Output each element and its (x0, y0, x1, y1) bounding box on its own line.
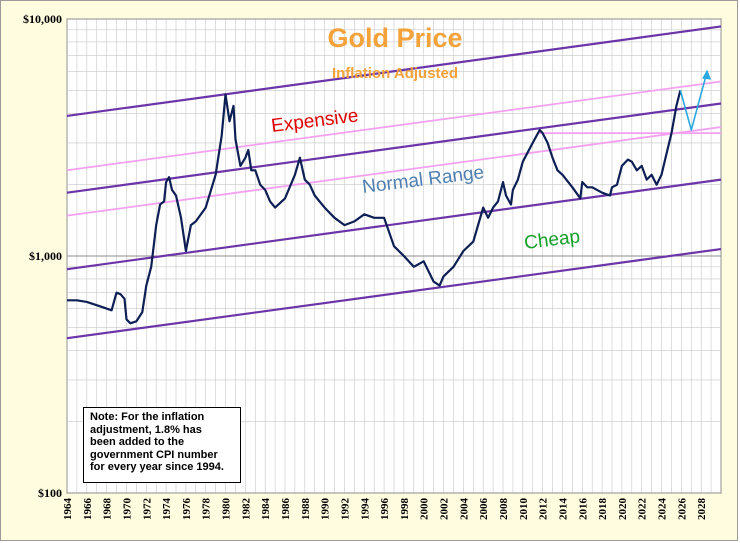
x-tick-label: 2024 (657, 498, 669, 521)
x-tick-label: 1984 (260, 498, 272, 521)
y-tick-label: $100 (38, 486, 62, 500)
x-tick-label: 2004 (458, 498, 470, 521)
chart-subtitle: Inflation Adjusted (332, 65, 458, 82)
x-tick-label: 2028 (696, 498, 708, 521)
x-tick-label: 1986 (280, 498, 292, 521)
x-tick-label: 1982 (240, 498, 252, 521)
x-tick-label: 2012 (538, 498, 550, 521)
channel-line-bottom (66, 247, 722, 340)
x-tick-label: 2002 (439, 498, 451, 521)
x-tick-label: 2010 (518, 498, 530, 521)
x-tick-label: 1968 (102, 498, 114, 521)
y-tick-label: $1,000 (29, 249, 62, 263)
chart-title: Gold Price (327, 23, 462, 53)
x-tick-label: 1976 (181, 498, 193, 521)
x-tick-label: 1970 (122, 498, 134, 521)
x-tick-label: 1996 (379, 498, 391, 521)
inflation-note: Note: For the inflation adjustment, 1.8%… (83, 407, 241, 483)
channel-line-expensive-lower (66, 102, 722, 194)
x-tick-label: 2020 (617, 498, 629, 521)
x-tick-label: 2022 (637, 498, 649, 521)
gold-price-line (67, 90, 682, 325)
x-tick-label: 2008 (498, 498, 510, 521)
x-tick-label: 1992 (340, 498, 352, 521)
x-tick-label: 2018 (597, 498, 609, 521)
x-tick-label: 1964 (62, 498, 74, 521)
x-tick-label: 1994 (359, 498, 371, 521)
x-tick-label: 2014 (558, 498, 570, 521)
x-tick-label: 2026 (676, 498, 688, 521)
projection-line (679, 71, 708, 131)
x-tick-label: 2016 (577, 498, 589, 521)
channel-line-normal-upper (66, 126, 722, 217)
x-tick-label: 1988 (300, 498, 312, 521)
x-axis: 1964 1966 1968 1970 1972 1974 1976 1978 1980 1982… (62, 498, 708, 521)
x-tick-label: 1990 (320, 498, 332, 521)
y-tick-label: $10,000 (23, 12, 62, 26)
channel-line-top (66, 25, 722, 118)
x-tick-label: 1966 (82, 498, 94, 521)
price-series (67, 69, 712, 325)
x-tick-label: 1998 (399, 498, 411, 521)
channel-lines (66, 25, 722, 340)
x-tick-label: 1978 (201, 498, 213, 521)
x-tick-label: 1972 (141, 498, 153, 521)
channel-line-expensive-upper (66, 80, 722, 172)
channel-line-normal-lower (66, 178, 722, 271)
y-axis: $100 $1,000 $10,000 (23, 12, 62, 500)
projection-arrowhead (702, 69, 712, 80)
x-tick-label: 1974 (161, 498, 173, 521)
x-tick-label: 2000 (419, 498, 431, 521)
x-tick-label: 1980 (221, 498, 233, 521)
x-tick-label: 2006 (478, 498, 490, 521)
